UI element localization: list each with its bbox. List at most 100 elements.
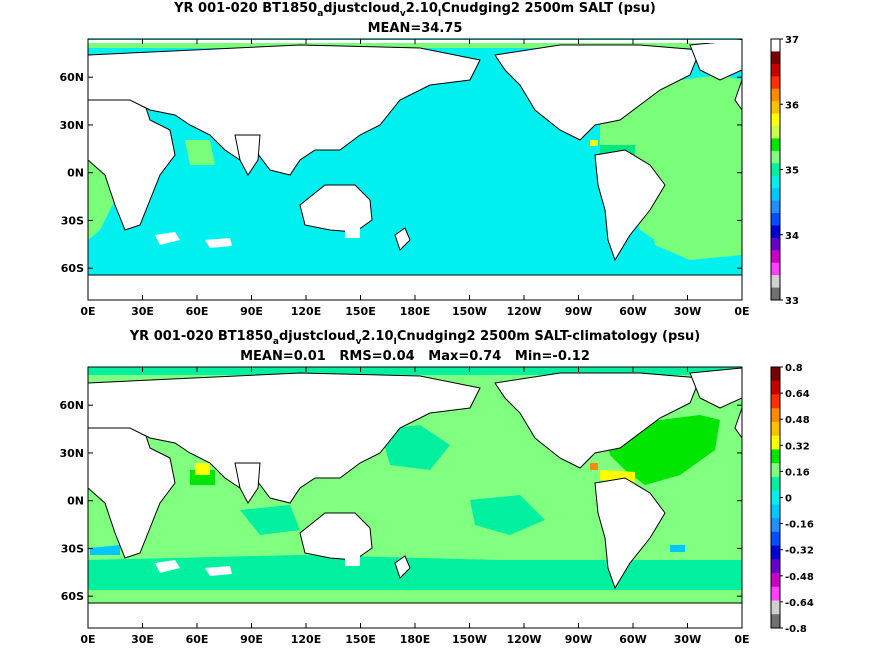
land [88,367,742,628]
colorbar-label: 0.48 [785,415,810,426]
y-tick-label: 30S [61,214,84,227]
panel-salt-diff: YR 001-020 BT1850adjustcloudv2.10ICnudgi… [59,329,813,646]
colorbar-label: -0.16 [785,520,814,531]
panel-salt: YR 001-020 BT1850adjustcloudv2.10ICnudgi… [59,1,798,318]
x-tick-label: 180E [400,633,430,646]
colorbar-swatch [771,250,780,264]
masked-patches [155,553,360,576]
land [88,39,742,300]
map-area [88,367,742,628]
colorbar-swatch [771,287,780,301]
y-axis: 60N 30N 0N 30S 60S [59,399,742,603]
x-tick-label: 0E [734,305,749,318]
x-tick-label: 0E [80,305,95,318]
x-tick-label: 60E [186,633,209,646]
y-tick-label: 60S [61,590,84,603]
colorbar-label: 0.64 [785,389,810,400]
y-tick-label: 60S [61,262,84,275]
colorbar-swatch [771,586,780,602]
x-tick-label: 150W [452,633,487,646]
x-tick-label: 150W [452,305,487,318]
colorbar-swatch [771,225,780,239]
colorbar-label: 34 [785,231,799,242]
colorbar-swatch [771,163,780,177]
colorbar-swatch [771,188,780,202]
x-tick-label: 90E [240,305,263,318]
colorbar-label: 36 [785,100,799,111]
colorbar-swatch [771,614,780,629]
x-tick-label: 60W [619,305,646,318]
colorbar: 37 36 35 34 33 [770,35,799,307]
x-tick-label: 0E [80,633,95,646]
colorbar-swatch [771,51,780,65]
colorbar-swatch [771,394,780,409]
colorbar-swatch [771,545,780,560]
colorbar-swatch [771,449,780,464]
colorbar-swatch [771,408,780,423]
x-axis: 0E 30E 60E 90E 120E 150E 180E 150W 120W 90W 60W 30W… [80,367,750,646]
x-tick-label: 120E [291,305,321,318]
colorbar-swatch [771,476,780,492]
colorbar-swatch [771,559,780,574]
colorbar-swatch [771,463,780,478]
x-tick-label: 120W [506,305,541,318]
colorbar-swatch [771,435,780,450]
x-tick-label: 30W [674,305,701,318]
colorbar-swatch [771,101,780,115]
colorbar-label: 0.32 [785,441,810,452]
colorbar-swatch [771,504,780,519]
colorbar-swatch [771,63,780,77]
x-tick-label: 150E [345,633,375,646]
colorbar-swatch [771,275,780,289]
x-tick-label: 180E [400,305,430,318]
colorbar-swatch [771,380,780,395]
x-tick-label: 0E [734,633,749,646]
colorbar-label: 0.16 [785,467,810,478]
colorbar-swatch [771,531,780,547]
x-tick-label: 30W [674,633,701,646]
panel-title: YR 001-020 BT1850adjustcloudv2.10ICnudgi… [129,329,701,347]
x-axis: 0E 30E 60E 90E 120E 150E 180E 150W 120W 90W 60W 30W… [80,39,750,318]
colorbar-swatch [771,76,780,90]
colorbar-label: -0.48 [785,572,814,583]
colorbar-swatch [771,237,780,251]
x-tick-label: 120W [506,633,541,646]
x-tick-label: 60E [186,305,209,318]
colorbar-label: 0 [785,494,792,505]
colorbar-swatch [771,367,780,382]
colorbar-swatch [771,138,780,152]
x-tick-label: 150E [345,305,375,318]
y-tick-label: 60N [59,71,84,84]
x-tick-label: 60W [619,633,646,646]
y-tick-label: 30N [59,447,84,460]
y-tick-label: 0N [67,495,84,508]
colorbar-label: -0.32 [785,546,814,557]
colorbar-swatch [771,600,780,615]
x-tick-label: 30E [131,305,154,318]
field-hot [590,140,598,146]
y-axis: 60N 30N 0N 30S 60S [59,71,742,275]
field-cold [90,545,685,555]
colorbar-swatch [771,213,780,226]
colorbar-swatch [771,39,780,52]
field-warm [590,463,598,470]
colorbar-label: 0.8 [785,363,803,374]
y-tick-label: 30S [61,542,84,555]
y-tick-label: 30N [59,119,84,132]
panel-stats: MEAN=0.01 RMS=0.04 Max=0.74 Min=-0.12 [240,349,590,364]
colorbar-label: 37 [785,35,799,46]
colorbar-label: 33 [785,296,799,307]
colorbar-swatch [771,175,780,189]
x-tick-label: 90E [240,633,263,646]
colorbar-label: -0.64 [785,598,814,609]
colorbar-swatch [771,126,780,139]
y-tick-label: 60N [59,399,84,412]
colorbar-swatch [771,421,780,437]
y-tick-label: 0N [67,167,84,180]
colorbar-swatch [771,490,780,505]
panel-title: YR 001-020 BT1850adjustcloudv2.10ICnudgi… [173,1,656,19]
colorbar-label: -0.8 [785,624,807,635]
x-tick-label: 90W [565,305,592,318]
x-tick-label: 90W [565,633,592,646]
